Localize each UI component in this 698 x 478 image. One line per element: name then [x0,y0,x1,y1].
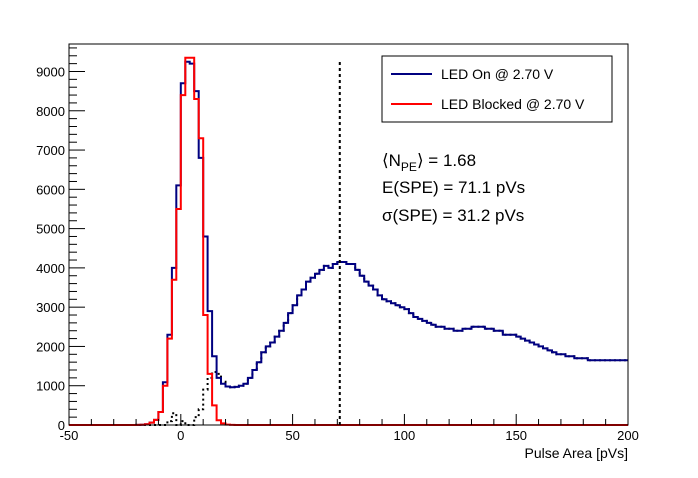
x-tick-label: -50 [60,428,79,443]
spe-mean-annotation: E(SPE) = 71.1 pVs [382,178,525,197]
x-tick-label: 200 [617,428,639,443]
npe-annotation: ⟨NPE⟩ = 1.68 [382,151,476,174]
y-tick-label: 2000 [36,339,65,354]
legend: LED On @ 2.70 V LED Blocked @ 2.70 V [381,55,613,123]
y-tick-label: 3000 [36,300,65,315]
y-tick-label: 5000 [36,222,65,237]
y-tick-label: 6000 [36,182,65,197]
y-tick-label: 4000 [36,261,65,276]
y-tick-label: 0 [58,418,65,433]
spe-sigma-annotation: σ(SPE) = 31.2 pVs [382,206,524,225]
axis-ticks: -50 0 50 100 150 2000100020003000400050006000… [36,47,639,443]
x-tick-label: 150 [505,428,527,443]
legend-box [381,55,613,123]
y-tick-label: 8000 [36,104,65,119]
x-axis-label: Pulse Area [pVs] [524,445,628,461]
y-tick-label: 7000 [36,143,65,158]
x-tick-label: 50 [285,428,299,443]
x-tick-label: 100 [394,428,416,443]
plot-frame [68,43,629,426]
legend-label-led-on: LED On @ 2.70 V [441,66,554,82]
y-tick-label: 9000 [36,64,65,79]
y-tick-label: 1000 [36,379,65,394]
legend-label-led-blocked: LED Blocked @ 2.70 V [441,96,585,112]
x-tick-label: 0 [177,428,184,443]
